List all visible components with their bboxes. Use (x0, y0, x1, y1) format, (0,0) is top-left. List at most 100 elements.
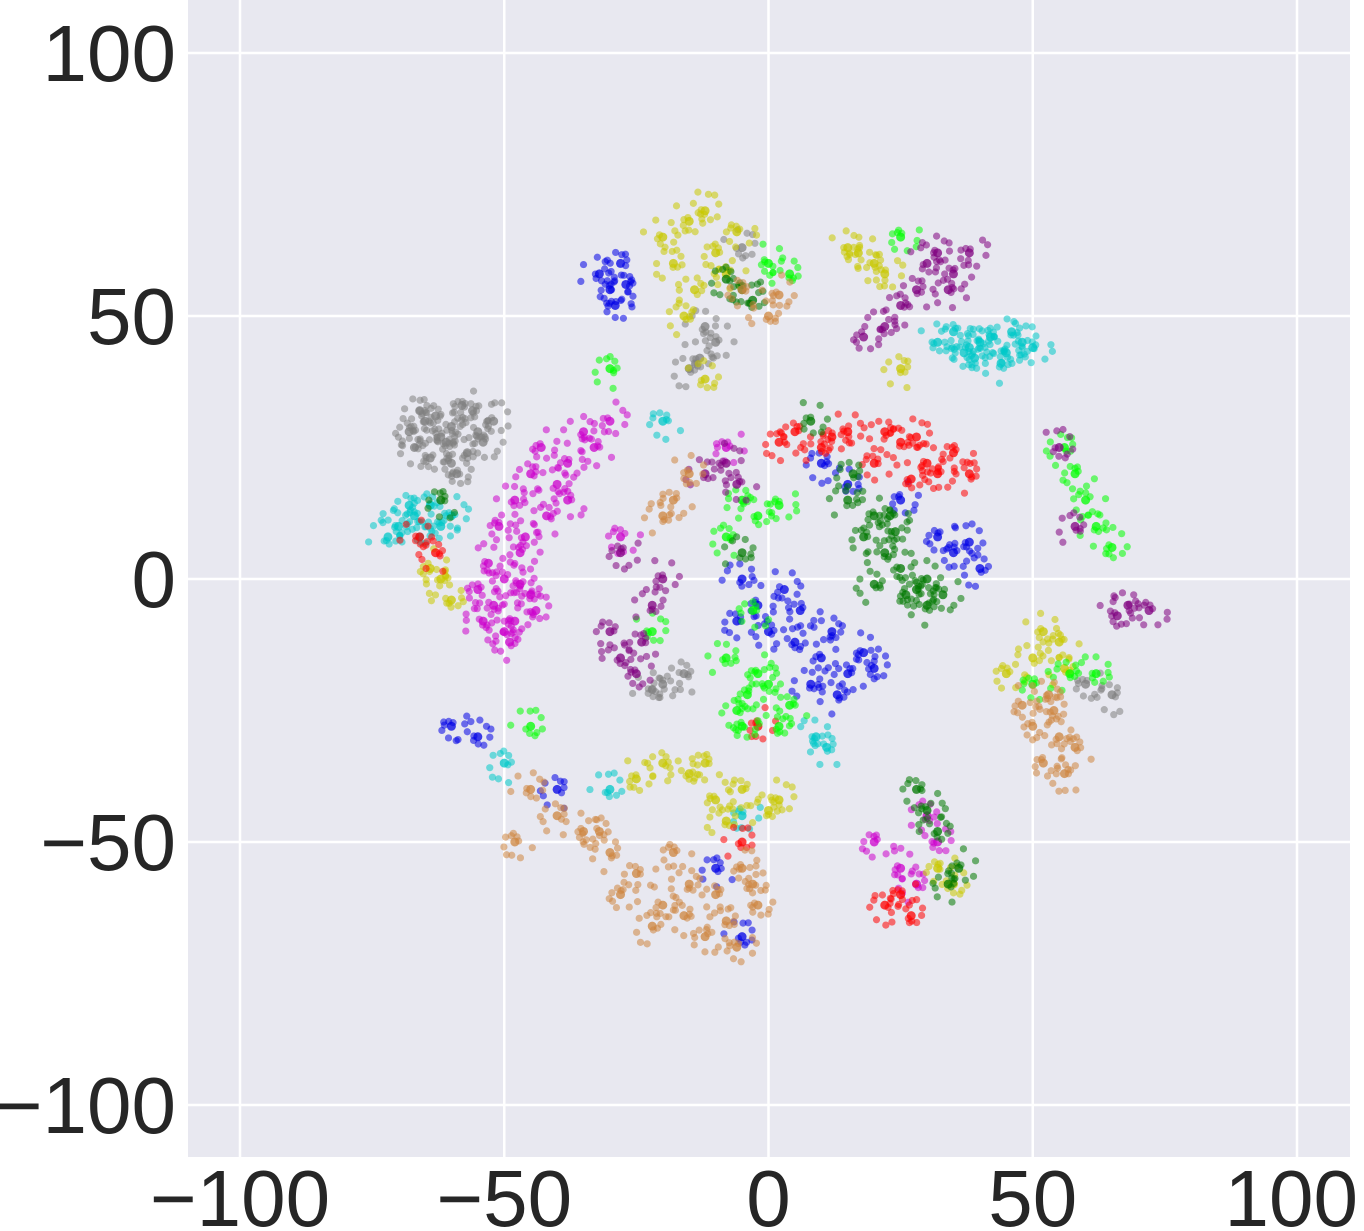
scatter-point (739, 254, 747, 262)
scatter-point (603, 308, 611, 316)
scatter-point (690, 777, 698, 785)
scatter-point (439, 567, 447, 575)
scatter-point (835, 482, 843, 490)
scatter-point (938, 880, 946, 889)
scatter-point (842, 661, 851, 669)
scatter-point (918, 277, 926, 285)
scatter-point (724, 852, 732, 860)
scatter-point (491, 516, 499, 524)
scatter-point (1039, 638, 1047, 646)
scatter-point (537, 714, 545, 722)
scatter-point (667, 771, 675, 779)
scatter-point (1037, 609, 1045, 618)
scatter-point (1111, 693, 1119, 701)
scatter-point (806, 684, 814, 692)
scatter-point (824, 460, 833, 468)
scatter-point (666, 322, 674, 330)
scatter-point (649, 772, 657, 780)
scatter-point (480, 453, 489, 461)
scatter-point (524, 460, 532, 468)
scatter-point (949, 889, 958, 897)
scatter-point (858, 328, 866, 336)
scatter-point (667, 664, 676, 672)
scatter-point (462, 616, 470, 624)
scatter-point (1029, 709, 1037, 717)
scatter-point (687, 451, 695, 460)
scatter-point (626, 638, 634, 647)
scatter-point (673, 331, 681, 339)
scatter-point (875, 494, 884, 502)
scatter-point (656, 674, 664, 683)
scatter-point (703, 903, 711, 911)
scatter-point (706, 216, 715, 224)
scatter-point (706, 792, 714, 800)
scatter-point (893, 862, 902, 870)
scatter-point (1014, 651, 1022, 659)
scatter-point (746, 863, 754, 872)
scatter-point (902, 480, 910, 488)
scatter-point (774, 594, 782, 602)
scatter-point (689, 768, 697, 776)
scatter-point (898, 875, 906, 883)
scatter-point (718, 576, 726, 584)
scatter-point (669, 263, 677, 271)
scatter-point (1049, 635, 1057, 643)
scatter-point (871, 891, 879, 900)
scatter-point (856, 575, 864, 583)
scatter-point (878, 577, 886, 585)
scatter-point (1076, 487, 1084, 495)
scatter-point (1027, 359, 1035, 367)
scatter-point (802, 456, 810, 465)
scatter-point (590, 419, 598, 428)
scatter-point (593, 378, 601, 386)
scatter-point (506, 520, 514, 528)
scatter-point (612, 561, 620, 570)
scatter-point (504, 408, 512, 416)
scatter-point (487, 400, 496, 408)
scatter-point (442, 556, 451, 564)
scatter-point (1062, 761, 1070, 769)
scatter-point (1067, 726, 1075, 734)
scatter-point (891, 313, 899, 321)
scatter-point (597, 286, 605, 294)
scatter-point (674, 280, 683, 289)
scatter-point (862, 598, 870, 606)
scatter-point (536, 614, 544, 623)
scatter-point (507, 622, 515, 630)
scatter-point (851, 250, 860, 259)
scatter-point (752, 870, 760, 879)
scatter-point (1058, 514, 1066, 522)
scatter-point (508, 851, 516, 859)
scatter-point (709, 540, 717, 548)
scatter-point (469, 447, 477, 456)
scatter-point (1059, 425, 1067, 434)
scatter-point (925, 531, 933, 539)
scatter-point (812, 640, 820, 648)
scatter-point (605, 619, 613, 627)
scatter-point (1086, 493, 1094, 501)
scatter-point (602, 819, 610, 828)
scatter-point (550, 446, 559, 454)
scatter-point (936, 574, 945, 582)
scatter-point (788, 569, 796, 577)
scatter-point (523, 784, 531, 793)
scatter-point (566, 417, 574, 425)
scatter-point (448, 409, 457, 417)
scatter-point (651, 650, 660, 658)
scatter-point (553, 507, 561, 515)
scatter-point (764, 910, 772, 918)
scatter-point (923, 420, 932, 428)
scatter-point (947, 836, 955, 845)
scatter-point (597, 640, 605, 648)
scatter-point (890, 493, 898, 501)
scatter-point (882, 850, 890, 858)
scatter-point (664, 777, 672, 785)
scatter-point (728, 257, 736, 265)
scatter-point (1048, 741, 1056, 749)
scatter-point (490, 543, 498, 551)
scatter-point (855, 233, 863, 241)
scatter-point (872, 267, 880, 276)
scatter-point (907, 563, 915, 571)
scatter-point (1105, 673, 1113, 681)
scatter-point (1110, 711, 1118, 719)
